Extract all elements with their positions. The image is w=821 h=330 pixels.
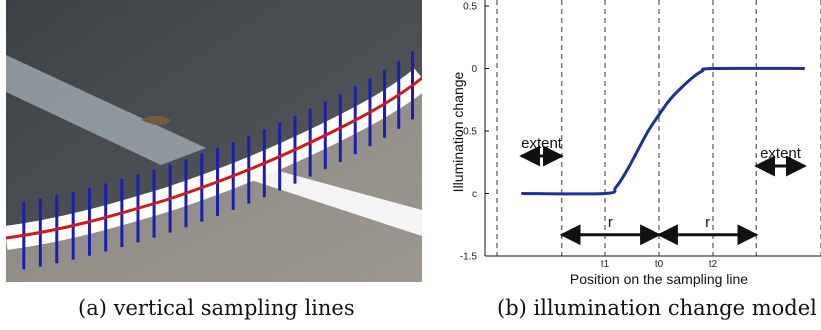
sunlit-region xyxy=(6,78,422,282)
y-tick-label: 0.5 xyxy=(463,2,477,13)
leaf xyxy=(141,116,171,125)
caption-b: (b) illumination change model xyxy=(497,296,817,320)
road-stripe-upper xyxy=(6,55,206,165)
x-tick-label: t1 xyxy=(601,259,610,270)
y-tick-label: -1.5 xyxy=(460,252,478,263)
y-tick-label: c xyxy=(472,189,477,200)
y-axis-label: Illumination change xyxy=(450,71,466,192)
caption-a: (a) vertical sampling lines xyxy=(78,296,355,320)
shadow-boundary-curve xyxy=(6,76,422,240)
sampling-lines-photo xyxy=(6,0,422,282)
x-tick-label: t2 xyxy=(709,259,718,270)
annotation-label: r xyxy=(705,214,710,231)
y-tick-label: -0.5 xyxy=(460,127,478,138)
illumination-curve xyxy=(521,66,805,196)
y-tick-label: 0 xyxy=(471,64,477,75)
annotation-label: r xyxy=(608,214,613,231)
annotation-label: extent xyxy=(760,145,802,162)
road-stripe-lower xyxy=(251,168,422,236)
x-axis-label: Position on the sampling line xyxy=(570,271,748,287)
x-tick-label: t0 xyxy=(655,259,664,270)
annotation-label: extent xyxy=(521,135,563,152)
